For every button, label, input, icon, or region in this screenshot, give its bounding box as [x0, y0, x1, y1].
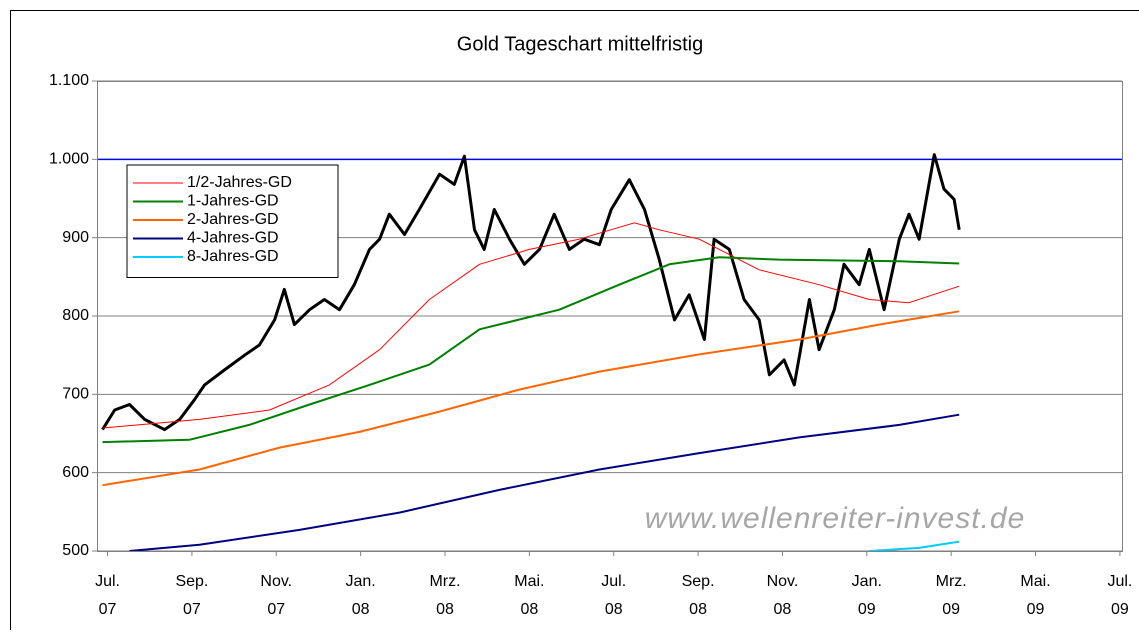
y-tick-label: 600 [62, 464, 89, 481]
y-tick-label: 500 [62, 542, 89, 559]
series-line [103, 311, 960, 485]
legend-label: 1/2-Jahres-GD [187, 174, 292, 191]
x-tick-label: Jul.09 [1107, 573, 1132, 618]
x-tick-label: Nov.08 [767, 573, 799, 618]
legend-label: 8-Jahres-GD [187, 248, 279, 265]
chart-border [11, 11, 1139, 631]
y-tick-label: 900 [62, 229, 89, 246]
x-tick-label: Mai.08 [514, 573, 544, 618]
x-tick-label: Jan.09 [852, 573, 882, 618]
x-tick-label: Mai.09 [1020, 573, 1050, 618]
x-tick-label: Jul.07 [95, 573, 120, 618]
legend-label: 2-Jahres-GD [187, 211, 279, 228]
series-line [869, 542, 959, 551]
x-tick-label: Jan.08 [346, 573, 376, 618]
x-tick-label: Mrz.09 [936, 573, 967, 618]
legend-label: 4-Jahres-GD [187, 230, 279, 247]
y-tick-label: 800 [62, 307, 89, 324]
x-tick-label: Jul.08 [601, 573, 626, 618]
series-line [103, 257, 960, 442]
chart-title: Gold Tageschart mittelfristig [457, 33, 703, 55]
legend: 1/2-Jahres-GD 1-Jahres-GD2-Jahres-GD 4-Jah… [127, 165, 338, 278]
x-tick-label: Nov.07 [260, 573, 292, 618]
legend-label: 1-Jahres-GD [187, 193, 279, 210]
x-tick-label: Sep.07 [175, 573, 208, 618]
x-tick-label: Mrz.08 [429, 573, 460, 618]
y-tick-label: 1.000 [49, 151, 89, 168]
grid [97, 81, 1122, 551]
watermark: www.wellenreiter-invest.de [645, 502, 1026, 535]
x-tick-label: Sep.08 [682, 573, 715, 618]
y-tick-label: 700 [62, 386, 89, 403]
y-tick-label: 1.100 [49, 72, 89, 89]
axis-ticks: 500 600 700 800 900 1.000 1.100 Jul.07 Sep.07 Nov… [49, 72, 1132, 618]
